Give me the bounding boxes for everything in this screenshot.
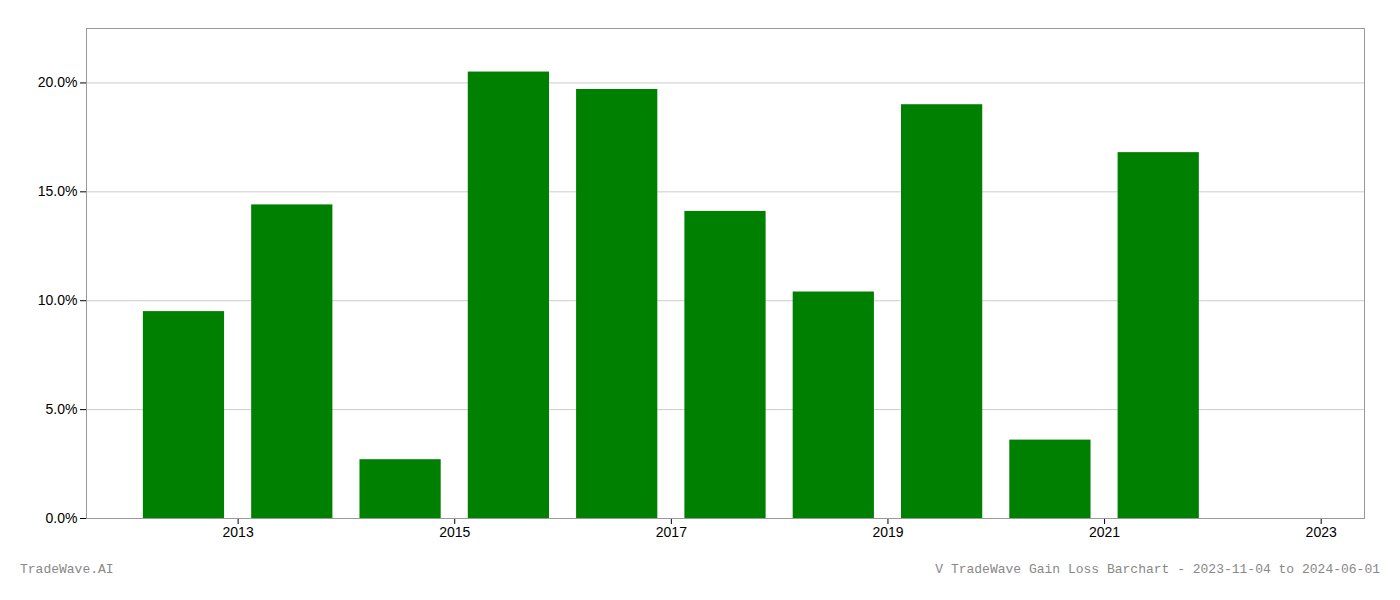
html-text:V TradeWave Gain Loss Barchart: V TradeWave Gain Loss Barchart - 2023-11… — [935, 562, 1380, 577]
svg-text:2019: 2019 — [872, 524, 903, 540]
svg-text:2013: 2013 — [223, 524, 254, 540]
svg-text:5.0%: 5.0% — [46, 401, 78, 417]
svg-text:2015: 2015 — [439, 524, 470, 540]
svg-text:20.0%: 20.0% — [38, 74, 78, 90]
html-text:TradeWave.AI: TradeWave.AI — [20, 562, 114, 577]
svg-text:10.0%: 10.0% — [38, 292, 78, 308]
svg-text:2017: 2017 — [656, 524, 687, 540]
svg-text:0.0%: 0.0% — [46, 510, 78, 526]
svg-text:2023: 2023 — [1306, 524, 1337, 540]
svg-text:2021: 2021 — [1089, 524, 1120, 540]
svg-text:15.0%: 15.0% — [38, 183, 78, 199]
